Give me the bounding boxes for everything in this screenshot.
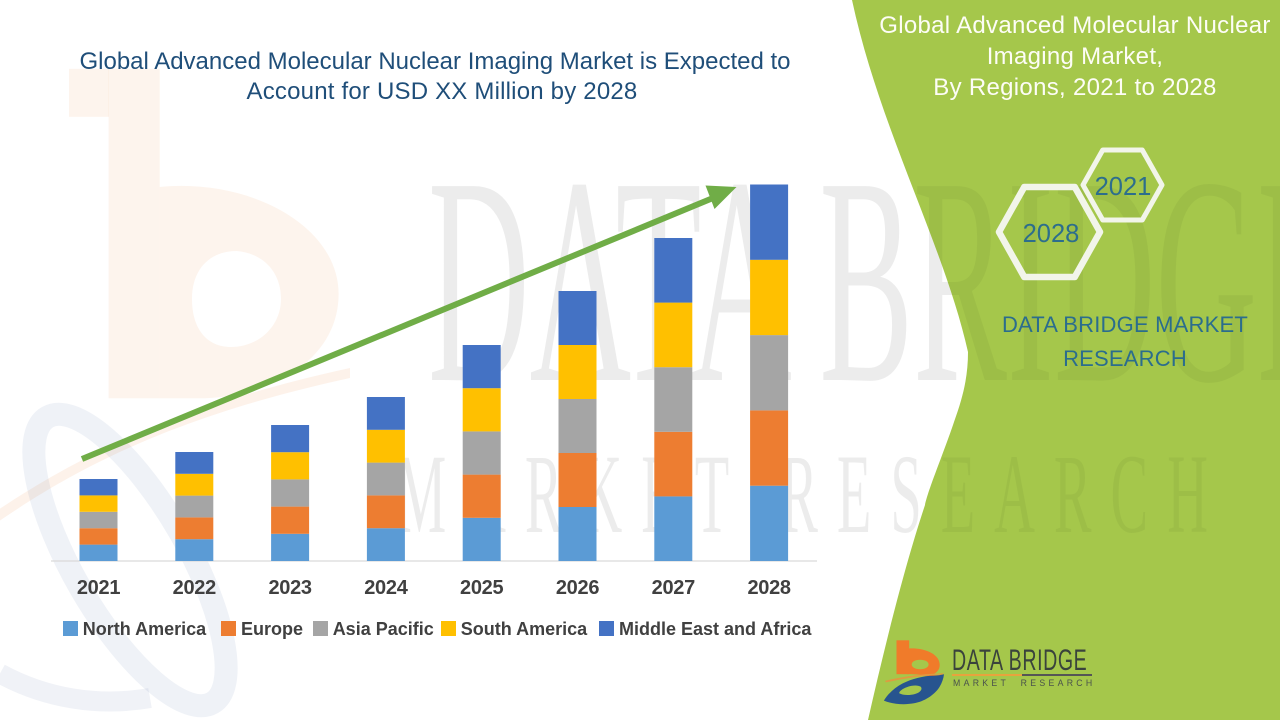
svg-text:2028: 2028 bbox=[1023, 220, 1080, 248]
svg-text:2021: 2021 bbox=[1095, 173, 1152, 201]
